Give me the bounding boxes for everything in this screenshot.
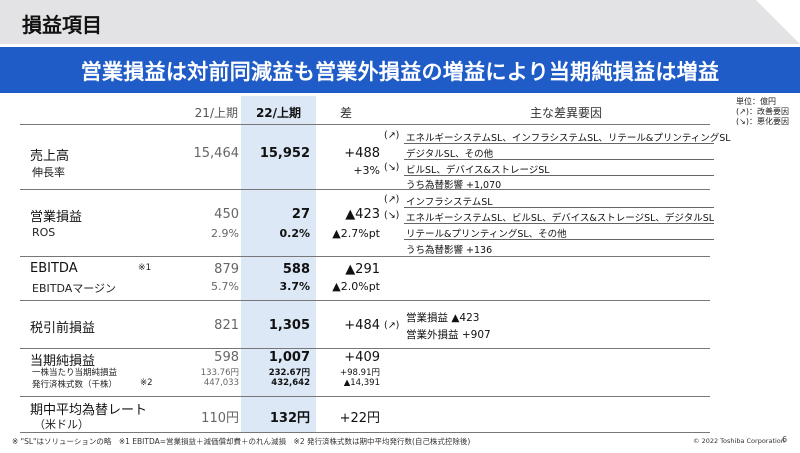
ebitda-diff: ▲291 <box>345 262 380 277</box>
fx-rate-label: 期中平均為替レート <box>30 403 148 418</box>
ebitda-margin-diff: ▲2.0%pt <box>332 280 380 293</box>
improve-mark: (↗) <box>384 194 400 205</box>
sales-cur: 15,952 <box>259 146 310 161</box>
row-divider <box>20 124 710 125</box>
ebitda-margin-cur: 3.7% <box>279 280 310 293</box>
factor-underline <box>404 223 714 224</box>
eps-diff: +98.91円 <box>340 368 380 378</box>
fx-prev: 110円 <box>201 411 239 426</box>
title-bar-corner <box>756 0 800 44</box>
sales-fx-impact: うち為替影響 +1,070 <box>406 180 502 191</box>
operating-factor-worsen-2: リテール&プリンティングSL、その他 <box>406 229 567 240</box>
eps-prev: 133.76円 <box>200 368 239 378</box>
row-divider <box>20 189 710 190</box>
ebitda-cur: 588 <box>282 262 310 277</box>
pretax-prev: 821 <box>214 318 239 333</box>
operating-cur: 27 <box>291 207 310 222</box>
page-number: 6 <box>782 435 788 444</box>
fx-diff: +22円 <box>339 411 380 426</box>
headline: 営業損益は対前同減益も営業外損益の増益により当期純損益は増益 <box>80 60 720 84</box>
sales-factor-improve-2: デジタルSL、その他 <box>406 149 494 160</box>
factor-underline <box>404 175 714 176</box>
ros-cur: 0.2% <box>279 227 310 240</box>
pretax-cur: 1,305 <box>268 318 310 333</box>
sales-diff: +488 <box>344 146 380 161</box>
pretax-factor-operating: 営業損益 ▲423 <box>406 312 480 324</box>
row-divider <box>20 396 710 397</box>
row-divider <box>20 432 710 433</box>
eps-label: 一株当たり当期純損益 <box>32 368 118 378</box>
ebitda-margin-prev: 5.7% <box>211 280 239 293</box>
header-factors: 主な差異要因 <box>530 106 603 120</box>
factor-underline <box>404 239 714 240</box>
row-divider <box>20 256 710 257</box>
sales-prev: 15,464 <box>193 146 240 161</box>
ebitda-margin-label: EBITDAマージン <box>32 282 117 295</box>
net-cur: 1,007 <box>268 350 310 365</box>
growth-rate-label: 伸長率 <box>32 166 65 179</box>
shares-diff: ▲14,391 <box>343 378 380 388</box>
shares-note-ref: ※2 <box>140 378 153 388</box>
worsen-legend: (↘)：悪化要因 <box>736 117 789 126</box>
header-prev-period: 21/上期 <box>194 106 238 120</box>
worsen-mark: (↘) <box>384 210 400 221</box>
operating-income-label: 営業損益 <box>30 210 83 225</box>
operating-factor-improve: インフラシステムSL <box>406 197 493 208</box>
ebitda-label: EBITDA <box>30 261 78 276</box>
pretax-income-label: 税引前損益 <box>30 321 96 336</box>
ros-prev: 2.9% <box>211 227 239 240</box>
improve-mark: (↗) <box>384 320 400 331</box>
net-prev: 598 <box>214 350 239 365</box>
sales-factor-worsen: ビルSL、デバイス&ストレージSL <box>406 165 550 176</box>
improve-legend: (↗)：改善要因 <box>736 107 789 116</box>
net-diff: +409 <box>344 350 380 365</box>
pretax-diff: +484 <box>344 318 380 333</box>
ros-diff: ▲2.7%pt <box>332 227 380 240</box>
worsen-mark: (↘) <box>384 162 400 173</box>
current-period-highlight <box>241 96 316 432</box>
sales-label: 売上高 <box>30 149 70 164</box>
units-label: 単位：億円 <box>736 97 776 106</box>
header-current-period: 22/上期 <box>255 106 302 120</box>
ebitda-note-ref: ※1 <box>138 263 152 273</box>
usd-label: （米ドル） <box>34 418 89 431</box>
operating-prev: 450 <box>214 207 239 222</box>
operating-factor-worsen-1: エネルギーシステムSL、ビルSL、デバイス&ストレージSL、デジタルSL <box>406 213 715 224</box>
shares-label: 発行済株式数（千株） <box>32 380 118 390</box>
units-legend: 単位：億円 (↗)：改善要因 (↘)：悪化要因 <box>736 97 789 127</box>
row-divider <box>20 348 710 349</box>
footnote: ※ "SL"はソリューションの略 ※1 EBITDA=営業損益＋減価償却費＋のれ… <box>12 437 471 446</box>
eps-cur: 232.67円 <box>268 368 310 378</box>
row-divider <box>20 300 710 301</box>
factor-underline <box>404 207 714 208</box>
shares-cur: 432,642 <box>271 378 310 388</box>
operating-fx-impact: うち為替影響 +136 <box>406 245 493 256</box>
improve-mark: (↗) <box>384 130 400 141</box>
copyright: © 2022 Toshiba Corporation <box>693 437 785 445</box>
pretax-factor-nonoperating: 営業外損益 +907 <box>406 329 491 341</box>
factor-underline <box>404 159 714 160</box>
net-income-label: 当期純損益 <box>30 354 96 369</box>
operating-diff: ▲423 <box>345 207 380 222</box>
header-difference: 差 <box>340 106 353 120</box>
headline-band <box>0 47 800 93</box>
title-bar <box>0 0 800 44</box>
factor-underline <box>404 143 714 144</box>
ros-label: ROS <box>32 226 56 239</box>
sales-factor-improve-1: エネルギーシステムSL、インフラシステムSL、リテール&プリンティングSL <box>406 133 731 144</box>
fx-cur: 132円 <box>269 411 310 426</box>
page-title: 損益項目 <box>22 13 102 37</box>
ebitda-prev: 879 <box>214 262 239 277</box>
sales-diff-rate: +3% <box>353 164 380 177</box>
shares-prev: 447,033 <box>203 378 239 388</box>
